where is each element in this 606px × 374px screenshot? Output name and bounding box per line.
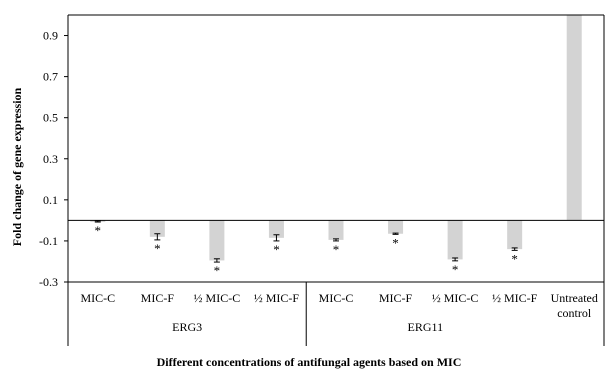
bar <box>268 220 284 238</box>
significance-marker: * <box>511 251 518 266</box>
bar <box>328 220 344 240</box>
y-tick-label: 0.3 <box>43 152 58 166</box>
significance-marker: * <box>154 241 161 256</box>
labels-layer: 0.9 0.7 0.5 0.3 0.1 -0.1 -0.3 * MIC-C * MIC-F * ½ MI… <box>39 29 598 334</box>
category-label: ½ MIC-C <box>194 291 241 305</box>
y-tick-label: 0.5 <box>43 111 58 125</box>
bar <box>447 220 463 260</box>
category-label: MIC-C <box>80 291 115 305</box>
y-tick-label: 0.7 <box>43 70 58 84</box>
y-axis-label: Fold change of gene expression <box>10 87 24 246</box>
bar <box>507 220 523 250</box>
significance-marker: * <box>273 242 280 257</box>
bar <box>149 220 165 237</box>
y-tick-label: 0.1 <box>43 193 58 207</box>
y-tick-label: -0.3 <box>39 275 58 289</box>
category-label: MIC-F <box>379 291 413 305</box>
significance-marker: * <box>333 242 340 257</box>
category-label: MIC-C <box>319 291 354 305</box>
significance-marker: * <box>452 262 459 277</box>
significance-marker: * <box>95 223 102 238</box>
significance-marker: * <box>214 263 221 278</box>
y-tick-label: -0.1 <box>39 234 58 248</box>
group-label: ERG11 <box>408 320 444 334</box>
bar <box>209 220 225 261</box>
category-label: ½ MIC-C <box>432 291 479 305</box>
bar <box>566 15 582 221</box>
category-label: ½ MIC-F <box>492 291 538 305</box>
x-axis-label: Different concentrations of antifungal a… <box>157 355 462 369</box>
significance-marker: * <box>392 235 399 250</box>
category-label: Untreated control <box>551 291 598 320</box>
category-label: ½ MIC-F <box>254 291 300 305</box>
category-label: MIC-F <box>141 291 175 305</box>
bar <box>388 220 404 234</box>
bars-layer <box>90 15 582 263</box>
group-label: ERG3 <box>172 320 202 334</box>
axes-layer <box>64 14 605 346</box>
y-tick-label: 0.9 <box>43 29 58 43</box>
